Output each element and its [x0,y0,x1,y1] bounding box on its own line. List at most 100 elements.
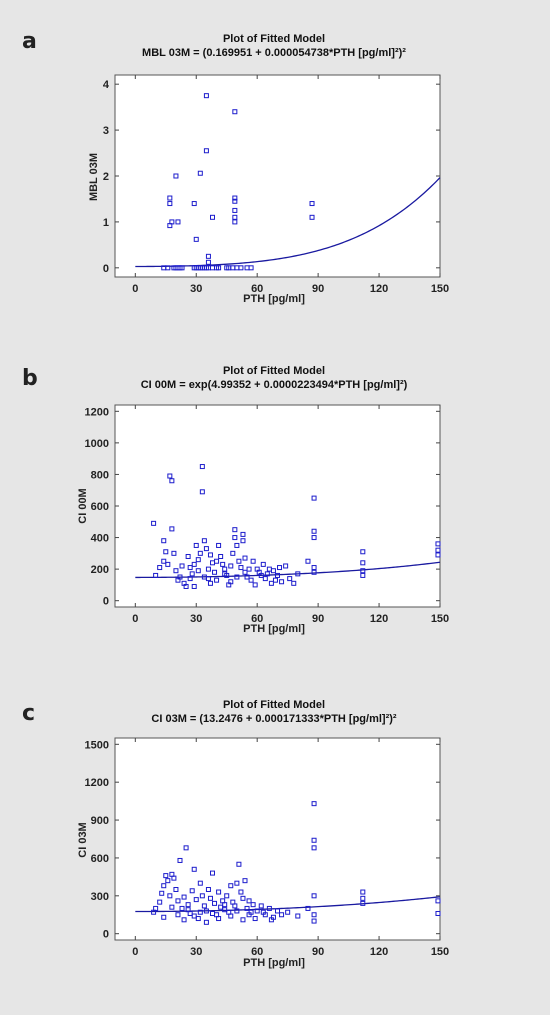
data-point [240,895,246,901]
data-point [264,571,270,577]
data-point [360,895,366,901]
data-point [252,582,258,588]
data-point [309,201,315,207]
data-point [165,878,171,884]
data-point [175,898,181,904]
chart-subtitle: MBL 03M = (0.169951 + 0.000054738*PTH [p… [142,47,406,59]
data-point [242,555,248,561]
data-point [234,908,240,914]
data-point [205,887,211,892]
data-point [224,893,230,899]
y-axis-label: MBL 03M [88,153,100,201]
x-axis-label: PTH [pg/ml] [243,623,305,635]
y-tick-label: 0 [103,929,109,941]
data-point [203,919,209,925]
data-point [197,880,203,886]
data-point [305,905,311,911]
data-point [199,464,205,470]
data-point [210,910,215,916]
data-point [207,580,213,586]
data-point [205,566,211,572]
data-point [287,576,293,582]
fitted-curve [135,561,441,579]
y-tick-label: 300 [91,891,109,903]
data-point [216,889,222,895]
data-point [268,580,274,586]
data-point [250,558,256,564]
data-point [195,916,201,922]
data-point [163,873,169,879]
x-tick-label: 90 [312,946,324,958]
data-point [222,907,228,913]
data-point [244,574,250,580]
data-point [216,916,222,922]
data-point [185,902,191,908]
data-point [309,214,315,220]
data-point [207,895,213,901]
data-point [163,549,169,555]
data-point [240,531,246,537]
data-point [266,905,272,911]
data-point [232,207,238,213]
plot-content: 0 30 60 90 120 150 0 200 400 600 800 1000 1200 [85,405,449,625]
data-point [236,861,242,867]
data-point [279,912,285,918]
data-point [240,538,246,544]
data-point [197,550,203,556]
data-point [311,528,317,534]
data-point [167,201,173,207]
data-point [171,550,177,556]
data-point [179,563,185,569]
data-point [169,219,175,225]
data-point [360,549,366,555]
data-point [212,900,218,906]
data-point [179,905,185,911]
data-point [169,478,175,484]
data-point [205,259,211,265]
x-tick-label: 0 [132,613,138,625]
data-point [272,577,278,583]
data-point [234,542,240,548]
data-point [220,561,226,567]
data-point [360,900,366,906]
data-point [295,571,301,577]
y-tick-label: 600 [91,501,109,513]
data-point [435,541,441,547]
data-point [268,917,274,923]
y-axis-label: CI 00M [77,488,89,523]
data-point [216,265,222,271]
data-point [191,561,197,567]
x-tick-label: 30 [190,613,202,625]
data-point [183,583,189,589]
y-tick-label: 1000 [85,438,109,450]
data-point [311,801,317,807]
data-point [210,214,215,220]
x-tick-label: 90 [312,283,324,295]
data-point [173,887,179,892]
y-axis-label: CI 03M [77,822,89,857]
data-point [187,565,193,571]
data-point [311,912,317,918]
data-point [175,912,181,918]
data-point [218,904,224,910]
data-point [197,909,203,915]
data-point [153,572,159,578]
data-point [161,883,167,889]
data-point [291,580,297,586]
data-point [260,561,266,567]
data-point [195,568,201,574]
data-point [295,913,301,919]
chart-subtitle: CI 03M = (13.2476 + 0.000171333*PTH [pg/… [151,713,397,725]
data-point [193,897,199,903]
data-point [191,913,197,919]
data-point [169,904,175,910]
chart-title: Plot of Fitted Model [223,365,325,377]
data-point [246,912,252,918]
data-point [248,577,254,583]
data-point [311,845,317,851]
x-tick-label: 30 [190,283,202,295]
data-point [181,917,187,923]
data-point [177,857,183,863]
data-point [435,547,441,553]
